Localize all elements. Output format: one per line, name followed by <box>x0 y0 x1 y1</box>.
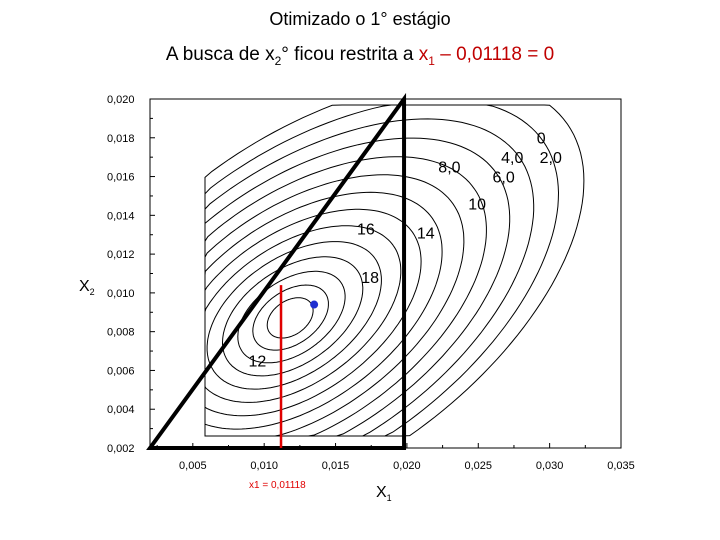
contour-label: 2,0 <box>540 150 562 167</box>
contour-line <box>204 137 511 437</box>
chart-title: Otimizado o 1° estágio <box>269 9 451 29</box>
constraint-label: x1 = 0,01118 <box>249 480 306 491</box>
y-tick-label: 0,010 <box>107 288 135 300</box>
chart-subtitle: A busca de x2° ficou restrita a x1 – 0,0… <box>0 44 720 68</box>
y-axis-label: X2 <box>79 278 95 297</box>
x-tick-label: 0,030 <box>536 460 564 472</box>
contour-label: 12 <box>248 354 266 371</box>
subtitle-red-var: x <box>418 44 429 65</box>
contour-label: 14 <box>417 226 435 243</box>
y-tick-label: 0,006 <box>107 365 135 377</box>
contour-line <box>266 297 314 339</box>
x-tick-label: 0,035 <box>607 460 635 472</box>
x-tick-label: 0,020 <box>393 460 421 472</box>
y-tick-label: 0,004 <box>107 404 135 416</box>
contour-line <box>204 104 585 437</box>
x-tick-label: 0,005 <box>179 460 207 472</box>
subtitle-mid: ° ficou restrita a <box>281 44 419 65</box>
contour-line <box>252 284 329 351</box>
contour-line <box>204 174 465 437</box>
subtitle-sub-a: 2 <box>274 53 282 68</box>
contour-label: 10 <box>468 197 486 214</box>
contour-label: 6,0 <box>493 169 515 186</box>
contour-line <box>222 256 364 377</box>
contour-lines <box>204 104 585 437</box>
subtitle-prefix: A busca de x <box>165 44 275 65</box>
y-tick-label: 0,014 <box>107 210 135 222</box>
x-axis-label: X1 <box>376 484 392 503</box>
x-tick-label: 0,015 <box>322 460 350 472</box>
contour-label: 16 <box>357 222 375 239</box>
contour-label: 4,0 <box>501 150 523 167</box>
contour-line <box>237 270 346 364</box>
contour-label: 18 <box>361 270 379 287</box>
subtitle-sub-b: 1 <box>428 53 435 68</box>
contour-line <box>206 241 382 390</box>
contour-line <box>204 156 487 437</box>
subtitle-red-rest: – 0,01118 = 0 <box>434 44 555 65</box>
y-tick-label: 0,002 <box>107 443 135 455</box>
y-tick-label: 0,016 <box>107 172 135 184</box>
x-tick-label: 0,025 <box>465 460 493 472</box>
contour-label: 8,0 <box>438 160 460 177</box>
y-tick-label: 0,018 <box>107 133 135 145</box>
optimum-point <box>310 300 319 309</box>
y-tick-label: 0,012 <box>107 249 135 261</box>
contour-label: 0 <box>537 131 546 148</box>
y-tick-label: 0,008 <box>107 327 135 339</box>
y-tick-label: 0,020 <box>107 94 135 106</box>
x-tick-label: 0,010 <box>250 460 278 472</box>
search-triangle <box>146 92 407 450</box>
